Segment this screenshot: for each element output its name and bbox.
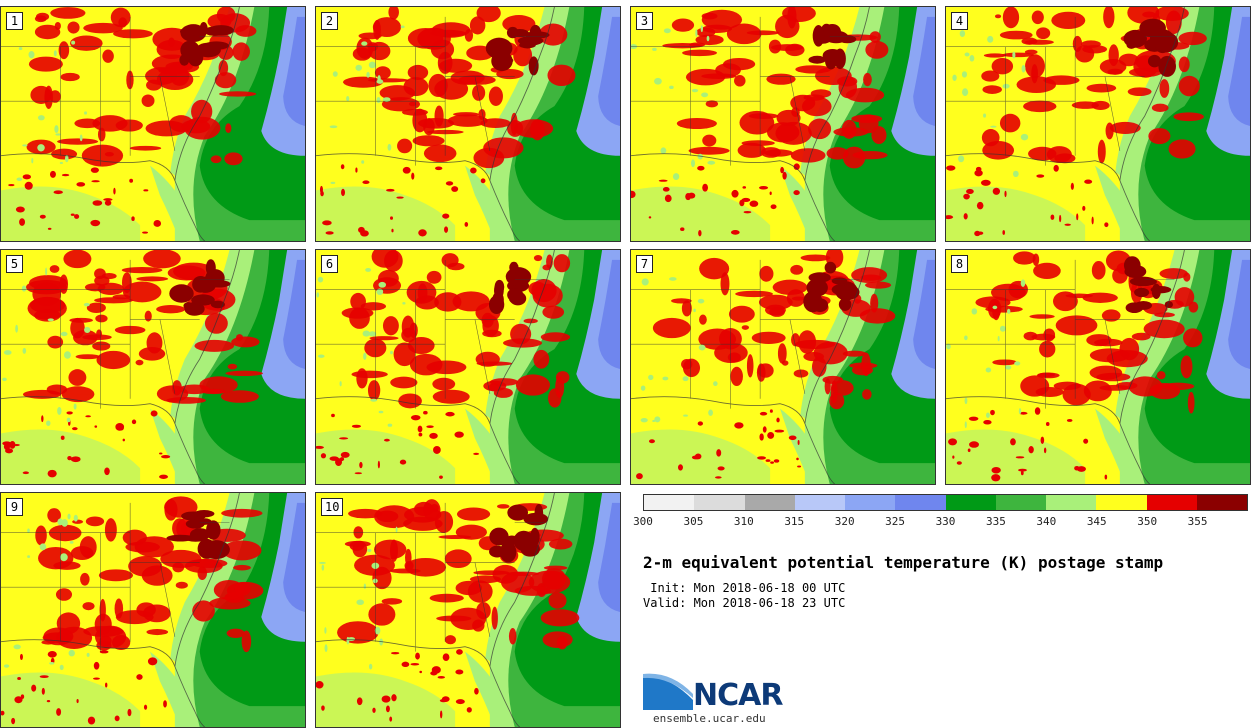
colorbar-swatch	[694, 495, 745, 510]
ncar-swoosh-icon	[643, 673, 693, 710]
colorbar-tick: 325	[885, 515, 906, 528]
member-panel-4: 4	[945, 6, 1251, 242]
colorbar-labels: 300 305 310 315 320 325 330 335 340 345 350 355	[633, 515, 1248, 529]
member-label: 4	[951, 12, 968, 30]
member-label: 3	[636, 12, 653, 30]
map-3	[631, 7, 935, 241]
member-label: 10	[321, 498, 344, 516]
colorbar-tick: 355	[1187, 515, 1208, 528]
colorbar-swatch	[995, 495, 1046, 510]
map-2	[316, 7, 620, 241]
colorbar-swatch	[945, 495, 996, 510]
member-label: 5	[6, 255, 23, 273]
member-panel-2: 2	[315, 6, 621, 242]
colorbar-swatch	[644, 495, 695, 510]
member-panel-9: 9	[0, 492, 306, 728]
member-panel-8: 8	[945, 249, 1251, 485]
colorbar-swatch	[744, 495, 795, 510]
member-panel-6: 6	[315, 249, 621, 485]
colorbar	[643, 494, 1248, 511]
map-7	[631, 250, 935, 484]
map-5	[1, 250, 305, 484]
member-panel-10: 10	[315, 492, 621, 728]
colorbar-swatch	[895, 495, 946, 510]
colorbar-swatch	[845, 495, 896, 510]
ncar-logo: NCAR ensemble.ucar.edu	[643, 672, 803, 728]
colorbar-tick: 305	[683, 515, 704, 528]
colorbar-tick: 350	[1137, 515, 1158, 528]
member-panel-3: 3	[630, 6, 936, 242]
colorbar-tick: 330	[935, 515, 956, 528]
member-label: 2	[321, 12, 338, 30]
colorbar-swatch	[1046, 495, 1097, 510]
logo-name: NCAR	[693, 678, 783, 713]
member-label: 8	[951, 255, 968, 273]
map-6	[316, 250, 620, 484]
map-1	[1, 7, 305, 241]
member-panel-5: 5	[0, 249, 306, 485]
colorbar-swatch	[794, 495, 845, 510]
colorbar-swatch	[1096, 495, 1147, 510]
colorbar-tick: 315	[784, 515, 805, 528]
colorbar-swatch	[1146, 495, 1197, 510]
member-label: 7	[636, 255, 653, 273]
colorbar-tick: 300	[633, 515, 653, 528]
valid-time: Valid: Mon 2018-06-18 23 UTC	[643, 596, 846, 610]
colorbar-tick: 335	[985, 515, 1006, 528]
member-panel-7: 7	[630, 249, 936, 485]
map-4	[946, 7, 1250, 241]
member-label: 9	[6, 498, 23, 516]
colorbar-swatch	[1196, 495, 1247, 510]
map-10	[316, 493, 620, 727]
map-8	[946, 250, 1250, 484]
logo-url: ensemble.ucar.edu	[653, 712, 766, 725]
colorbar-tick: 345	[1086, 515, 1107, 528]
member-label: 1	[6, 12, 23, 30]
colorbar-tick: 320	[834, 515, 855, 528]
member-label: 6	[321, 255, 338, 273]
colorbar-tick: 340	[1036, 515, 1057, 528]
colorbar-tick: 310	[733, 515, 754, 528]
map-9	[1, 493, 305, 727]
member-panel-1: 1	[0, 6, 306, 242]
init-time: Init: Mon 2018-06-18 00 UTC	[643, 581, 846, 595]
page-title: 2-m equivalent potential temperature (K)…	[643, 553, 1164, 572]
